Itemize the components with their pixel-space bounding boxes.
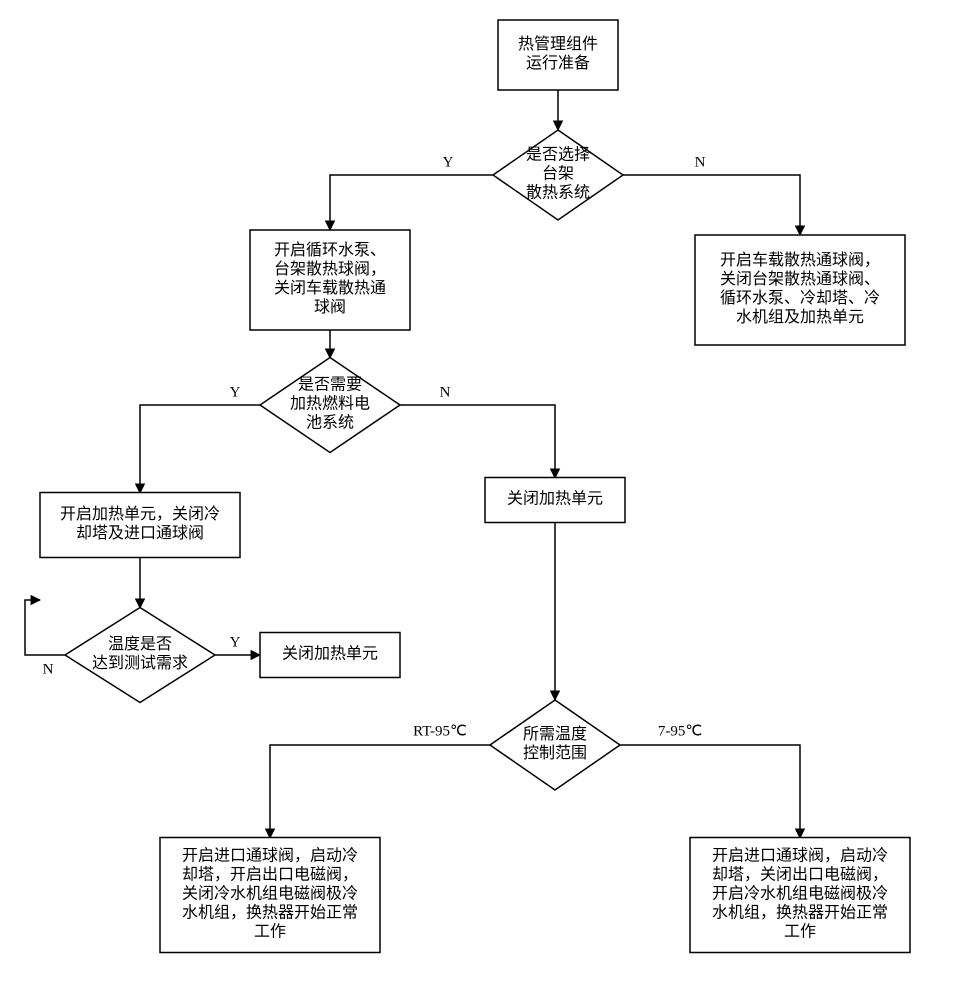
node-label: 却塔及进口通球阀 (76, 524, 204, 542)
node-label: 水机组，换热器开始正常 (182, 904, 358, 922)
decision-node: 是否选择台架散热系统 (493, 130, 623, 220)
edge-label: Y (443, 154, 454, 170)
node-label: 却塔，关闭出口电磁阀， (712, 866, 888, 884)
decision-node: 是否需要加热燃料电池系统 (260, 358, 400, 453)
process-node: 关闭加热单元 (260, 633, 400, 678)
node-label: 关闭加热单元 (507, 490, 603, 508)
edge (140, 405, 260, 493)
process-node: 开启循环水泵、台架散热球阀，关闭车载散热通球阀 (250, 230, 410, 330)
node-label: 水机组及加热单元 (736, 308, 864, 326)
node-label: 温度是否 (108, 635, 172, 653)
node-label: 开启冷水机组电磁阀极冷 (712, 885, 888, 903)
node-label: 开启加热单元，关闭冷 (60, 505, 220, 523)
node-label: 达到测试需求 (92, 654, 188, 672)
process-node: 热管理组件运行准备 (498, 20, 618, 90)
decision-node: 所需温度控制范围 (490, 700, 620, 790)
node-label: 开启车载散热通球阀， (720, 251, 880, 269)
edge-label: N (43, 661, 54, 677)
process-node: 开启进口通球阀，启动冷却塔，开启出口电磁阀，关闭冷水机组电磁阀极冷水机组，换热器… (160, 838, 380, 953)
edge (25, 600, 65, 655)
edge-label: Y (230, 634, 241, 650)
process-node: 关闭加热单元 (485, 478, 625, 523)
node-label: 台架散热球阀， (274, 260, 386, 278)
node-label: 开启进口通球阀，启动冷 (712, 847, 888, 865)
node-label: 循环水泵、冷却塔、冷 (720, 289, 880, 307)
process-node: 开启加热单元，关闭冷却塔及进口通球阀 (40, 493, 240, 558)
process-node: 开启车载散热通球阀，关闭台架散热通球阀、循环水泵、冷却塔、冷水机组及加热单元 (695, 235, 905, 345)
node-label: 球阀 (314, 298, 346, 316)
edge (400, 405, 555, 478)
node-label: 工作 (784, 923, 816, 941)
node-label: 是否选择 (526, 146, 590, 164)
node-label: 关闭加热单元 (282, 645, 378, 663)
node-label: 却塔，开启出口电磁阀， (182, 866, 358, 884)
process-node: 开启进口通球阀，启动冷却塔，关闭出口电磁阀，开启冷水机组电磁阀极冷水机组，换热器… (690, 838, 910, 953)
edge-label: N (440, 384, 451, 400)
node-label: 工作 (254, 923, 286, 941)
node-label: 关闭车载散热通 (274, 279, 386, 297)
node-label: 池系统 (306, 414, 354, 432)
edge-label: 7-95℃ (658, 723, 702, 739)
edge (270, 745, 490, 838)
node-label: 台架 (542, 165, 574, 183)
node-label: 开启循环水泵、 (274, 241, 386, 259)
edge-label: Y (230, 384, 241, 400)
node-label: 是否需要 (298, 376, 362, 394)
edge (330, 175, 493, 230)
edge-label: RT-95℃ (413, 723, 467, 739)
decision-node: 温度是否达到测试需求 (65, 608, 215, 703)
node-label: 控制范围 (523, 744, 587, 762)
node-label: 加热燃料电 (290, 395, 370, 413)
edge (623, 175, 800, 235)
node-label: 散热系统 (526, 184, 590, 202)
node-label: 运行准备 (526, 54, 590, 72)
node-label: 关闭冷水机组电磁阀极冷 (182, 885, 358, 903)
edge-label: N (695, 154, 706, 170)
node-label: 开启进口通球阀，启动冷 (182, 847, 358, 865)
node-label: 关闭台架散热通球阀、 (720, 270, 880, 288)
node-label: 水机组，换热器开始正常 (712, 904, 888, 922)
node-label: 热管理组件 (518, 35, 598, 53)
node-label: 所需温度 (523, 725, 587, 743)
edge (620, 745, 800, 838)
